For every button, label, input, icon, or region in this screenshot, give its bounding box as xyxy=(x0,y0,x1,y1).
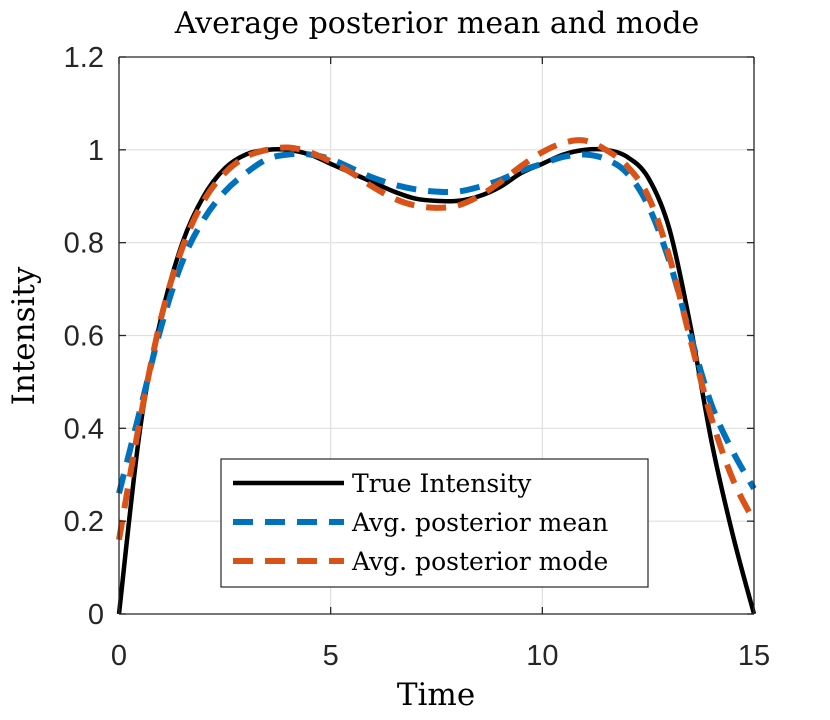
series-line-avg-posterior-mode xyxy=(116,137,757,541)
y-tick-label: 0.8 xyxy=(64,228,104,260)
x-tick-label: 5 xyxy=(323,640,339,672)
y-tick-label: 0.6 xyxy=(64,321,104,353)
legend-label: Avg. posterior mean xyxy=(351,508,608,537)
legend: True Intensity Avg. posterior mean Avg. po… xyxy=(220,458,649,588)
y-tick-label: 0.4 xyxy=(64,413,104,445)
x-tick-label: 15 xyxy=(738,640,770,672)
chart-title: Average posterior mean and mode xyxy=(174,6,700,41)
y-tick-label: 0.2 xyxy=(64,506,104,538)
axes-layer xyxy=(118,56,755,615)
y-tick-label: 1 xyxy=(88,135,104,167)
tick-labels: 0 5 10 15 0 0.2 0.4 0.6 0.8 1 1.2 xyxy=(64,42,770,672)
legend-label: True Intensity xyxy=(352,469,532,498)
x-tick-label: 0 xyxy=(111,640,127,672)
y-axis-label: Intensity xyxy=(6,266,42,405)
series-line-avg-posterior-mean xyxy=(116,150,757,495)
y-tick-label: 1.2 xyxy=(64,42,104,74)
x-axis-label: Time xyxy=(397,677,475,713)
y-tick-label: 0 xyxy=(88,599,104,631)
series-layer xyxy=(116,137,757,615)
x-tick-label: 10 xyxy=(526,640,558,672)
legend-box xyxy=(220,458,649,588)
legend-label: Avg. posterior mode xyxy=(351,547,608,576)
